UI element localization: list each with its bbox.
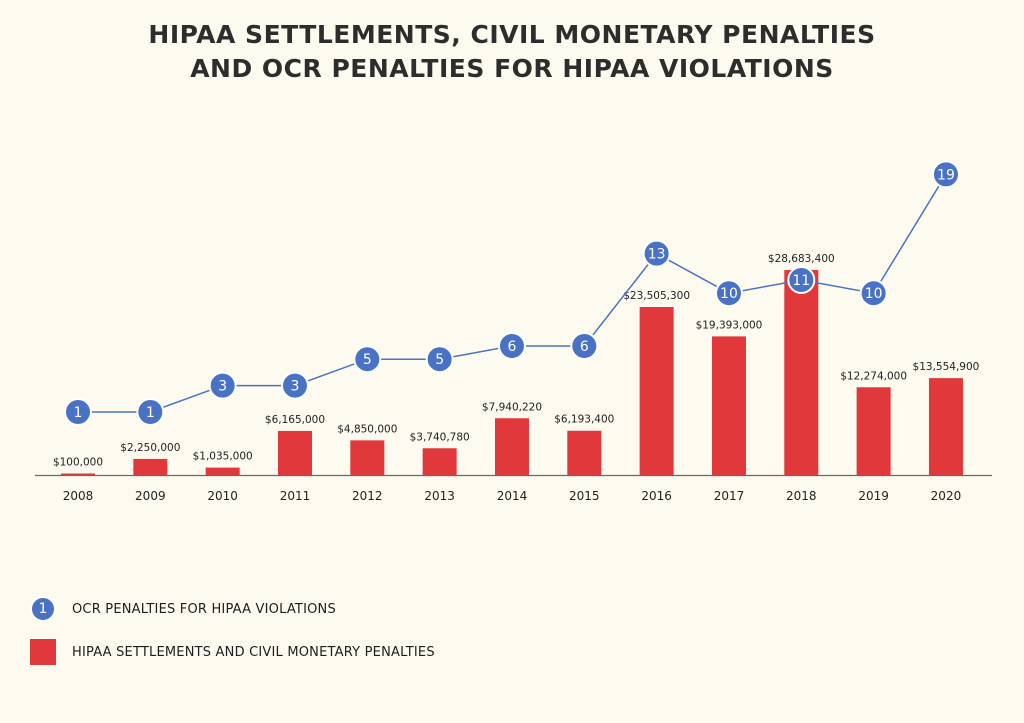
legend-label-ocr-penalties: OCR PENALTIES FOR HIPAA VIOLATIONS [72, 601, 336, 617]
line-marker-label-2012: 5 [363, 352, 372, 368]
x-tick-label-2016: 2016 [641, 489, 672, 503]
line-marker-2010 [208, 371, 237, 400]
x-tick-label-2009: 2009 [135, 489, 166, 503]
line-marker-2015 [570, 332, 599, 360]
bar-value-label-2016: $23,505,300 [623, 290, 690, 302]
bar-2017 [711, 336, 746, 475]
chart-title-line-1: HIPAA SETTLEMENTS, CIVIL MONETARY PENALT… [148, 20, 876, 49]
line-marker-label-2017: 10 [720, 286, 738, 302]
bar-2014 [494, 418, 529, 475]
bar-value-label-2017: $19,393,000 [696, 319, 763, 331]
bar-2009 [133, 458, 168, 475]
x-tick-label-2020: 2020 [931, 489, 962, 503]
bar-value-label-2014: $7,940,220 [482, 401, 542, 413]
line-marker-label-2013: 5 [435, 352, 444, 368]
x-tick-label-2017: 2017 [714, 489, 745, 503]
bar-2015 [567, 430, 602, 475]
bar-value-label-2018: $28,683,400 [768, 253, 835, 265]
legend-line-marker: 1 [30, 596, 56, 622]
legend-item-ocr-penalties: 1 OCR PENALTIES FOR HIPAA VIOLATIONS [30, 596, 336, 622]
line-marker-label-2011: 3 [291, 379, 300, 395]
bar-2020 [928, 378, 963, 475]
line-marker-2013 [425, 345, 454, 374]
line-marker-label-2019: 10 [865, 286, 883, 302]
x-tick-label-2014: 2014 [497, 489, 528, 503]
bar-2013 [422, 448, 457, 475]
line-marker-2017 [714, 279, 743, 308]
bar-value-label-2013: $3,740,780 [410, 431, 470, 443]
bar-value-label-2010: $1,035,000 [193, 451, 253, 463]
bar-2019 [856, 387, 891, 475]
line-marker-label-2015: 6 [580, 339, 589, 355]
x-tick-label-2019: 2019 [858, 489, 889, 503]
line-marker-2014 [497, 332, 526, 360]
chart-title-line-2: AND OCR PENALTIES FOR HIPAA VIOLATIONS [190, 54, 834, 83]
bar-value-label-2015: $6,193,400 [554, 414, 614, 426]
x-tick-label-2013: 2013 [424, 489, 455, 503]
line-marker-label-2018: 11 [792, 273, 810, 289]
bar-value-label-2019: $12,274,000 [840, 370, 907, 382]
line-marker-2019 [859, 279, 888, 308]
bar-2011 [277, 430, 312, 475]
bar-2012 [350, 440, 385, 475]
bar-2018 [784, 270, 819, 475]
line-marker-2016 [642, 239, 671, 268]
line-marker-label-2010: 3 [218, 379, 227, 395]
x-tick-label-2011: 2011 [280, 489, 311, 503]
bar-2010 [205, 467, 240, 475]
line-marker-2009 [136, 398, 165, 426]
legend-item-settlements: HIPAA SETTLEMENTS AND CIVIL MONETARY PEN… [30, 639, 435, 665]
bar-value-label-2020: $13,554,900 [913, 361, 980, 373]
line-marker-2018 [787, 266, 816, 294]
x-tick-label-2015: 2015 [569, 489, 600, 503]
x-tick-label-2018: 2018 [786, 489, 817, 503]
line-marker-2012 [353, 345, 382, 374]
x-tick-label-2010: 2010 [207, 489, 238, 503]
line-marker-2011 [280, 371, 309, 400]
legend-bar-swatch [30, 639, 56, 665]
chart-title: HIPAA SETTLEMENTS, CIVIL MONETARY PENALT… [0, 18, 1024, 86]
line-marker-label-2009: 1 [146, 405, 155, 421]
bar-value-label-2011: $6,165,000 [265, 414, 325, 426]
bar-value-label-2008: $100,000 [53, 457, 103, 469]
bar-2016 [639, 307, 674, 475]
bar-value-label-2012: $4,850,000 [337, 423, 397, 435]
line-marker-label-2008: 1 [74, 405, 83, 421]
line-marker-label-2016: 13 [648, 247, 666, 263]
line-marker-2020 [931, 160, 960, 189]
line-marker-label-2020: 19 [937, 167, 955, 183]
bar-value-label-2009: $2,250,000 [120, 442, 180, 454]
bar-2008 [61, 473, 95, 475]
x-tick-label-2008: 2008 [63, 489, 94, 503]
line-marker-2008 [64, 398, 92, 426]
legend-label-settlements: HIPAA SETTLEMENTS AND CIVIL MONETARY PEN… [72, 644, 435, 660]
line-marker-label-2014: 6 [508, 339, 517, 355]
x-tick-label-2012: 2012 [352, 489, 383, 503]
